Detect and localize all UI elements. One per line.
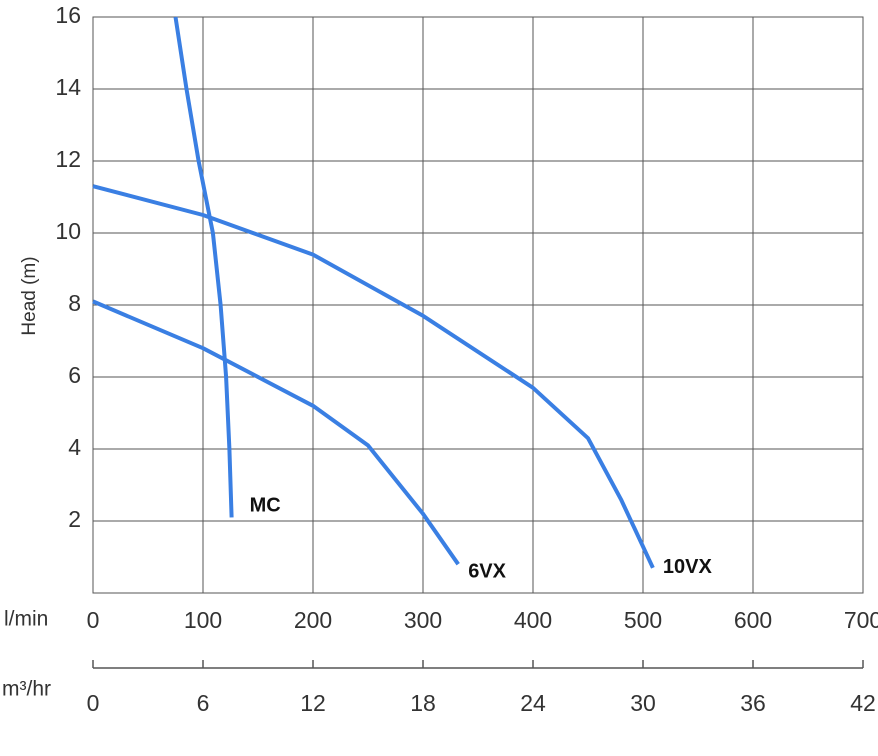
- x2-tick-label: 18: [410, 690, 436, 716]
- x-tick-label: 400: [514, 607, 552, 633]
- y-tick-label: 12: [55, 146, 81, 172]
- y-tick-label: 14: [55, 74, 81, 100]
- y-tick-label: 8: [68, 290, 81, 316]
- y-tick-label: 16: [55, 2, 81, 28]
- x2-tick-label: 12: [300, 690, 326, 716]
- x-tick-label: 300: [404, 607, 442, 633]
- x-tick-label: 0: [87, 607, 100, 633]
- y-axis-label: Head (m): [19, 256, 40, 335]
- series-line: [173, 16, 234, 518]
- y-tick-label: 4: [68, 434, 81, 460]
- x-tick-label: 700: [844, 607, 878, 633]
- x2-tick-label: 42: [850, 690, 876, 716]
- x2-tick-label: 6: [197, 690, 210, 716]
- x-tick-label: 600: [734, 607, 772, 633]
- x2-tick-label: 30: [630, 690, 656, 716]
- x-tick-label: 200: [294, 607, 332, 633]
- x2-tick-label: 36: [740, 690, 766, 716]
- y-tick-label: 6: [68, 362, 81, 388]
- series-line: [92, 184, 655, 569]
- y-tick-label: 10: [55, 218, 81, 244]
- x-tick-label: 500: [624, 607, 662, 633]
- x2-tick-label: 24: [520, 690, 546, 716]
- series-label: 10VX: [663, 556, 713, 578]
- series-label: MC: [250, 495, 281, 517]
- x2-tick-label: 0: [87, 690, 100, 716]
- series-label: 6VX: [468, 560, 506, 582]
- x2-axis-label: m³/hr: [2, 678, 51, 701]
- x-tick-label: 100: [184, 607, 222, 633]
- x-axis-label: l/min: [4, 608, 48, 631]
- y-tick-label: 2: [68, 506, 81, 532]
- series-line: [92, 299, 460, 566]
